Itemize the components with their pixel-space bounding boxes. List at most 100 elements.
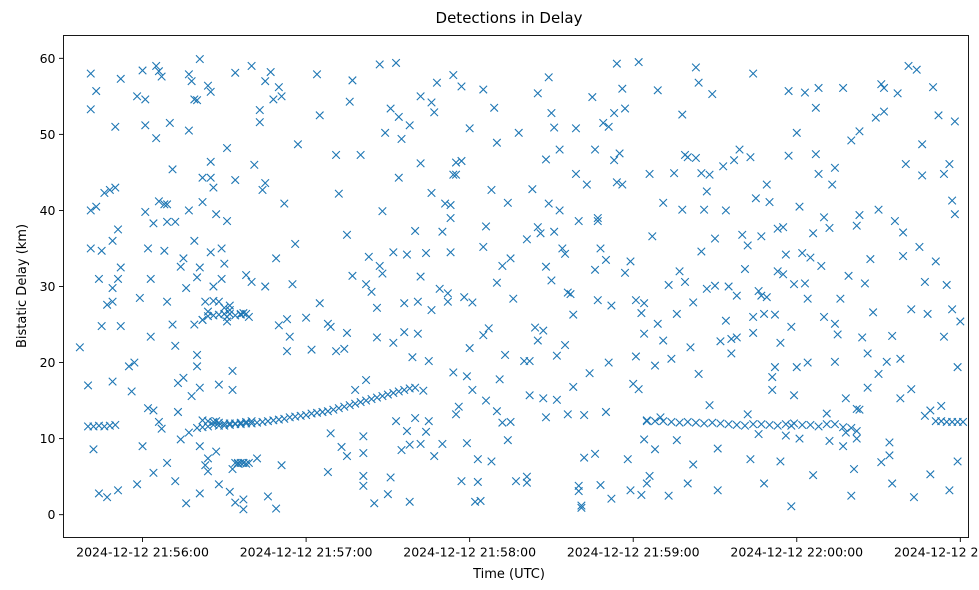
- data-point: [928, 83, 938, 92]
- data-point: [427, 188, 436, 198]
- data-point: [787, 502, 796, 511]
- data-point: [590, 265, 600, 274]
- data-point: [389, 338, 398, 347]
- data-point: [241, 459, 251, 468]
- data-point: [885, 438, 894, 447]
- data-point: [449, 70, 458, 80]
- data-point: [604, 122, 613, 131]
- data-point: [162, 200, 172, 209]
- data-point: [675, 267, 684, 276]
- data-point: [430, 451, 439, 461]
- data-point: [896, 394, 905, 403]
- data-point: [192, 350, 202, 360]
- data-point: [541, 262, 551, 271]
- data-point: [179, 254, 188, 263]
- data-point: [195, 442, 204, 451]
- data-point: [675, 418, 684, 427]
- data-point: [481, 222, 491, 231]
- data-point: [113, 225, 123, 234]
- data-point: [778, 270, 788, 279]
- data-point: [457, 82, 466, 91]
- data-point: [683, 479, 692, 488]
- data-point: [893, 89, 902, 98]
- data-point: [203, 454, 213, 463]
- data-point: [713, 486, 722, 495]
- data-point: [585, 369, 594, 378]
- data-point: [405, 440, 414, 449]
- data-point: [329, 405, 338, 414]
- data-point: [277, 461, 286, 470]
- data-point: [923, 309, 932, 319]
- data-point: [255, 105, 264, 115]
- data-point: [607, 301, 616, 310]
- data-point: [443, 289, 453, 298]
- data-point: [947, 196, 957, 205]
- data-point: [773, 421, 782, 430]
- data-point: [784, 151, 793, 160]
- data-point: [413, 297, 423, 306]
- data-point: [359, 471, 368, 481]
- data-point: [247, 416, 256, 426]
- data-point: [410, 413, 420, 423]
- data-point: [157, 424, 166, 433]
- data-point: [593, 296, 602, 305]
- data-point: [75, 343, 85, 352]
- data-point: [762, 180, 771, 189]
- data-point: [386, 473, 395, 482]
- data-point: [350, 385, 360, 395]
- data-point: [579, 453, 589, 462]
- data-point: [699, 205, 709, 214]
- data-point: [710, 281, 720, 290]
- data-point: [195, 263, 204, 272]
- data-point: [874, 369, 883, 379]
- data-point: [882, 357, 891, 366]
- data-point: [506, 417, 515, 427]
- data-point: [814, 422, 823, 431]
- data-point: [214, 380, 224, 389]
- data-point: [503, 198, 513, 208]
- data-point: [326, 429, 335, 438]
- data-point: [190, 236, 199, 246]
- data-point: [247, 277, 256, 287]
- data-point: [863, 383, 872, 392]
- data-point: [759, 309, 769, 319]
- data-point: [97, 246, 106, 255]
- data-point: [702, 284, 712, 293]
- data-point: [958, 417, 968, 427]
- data-point: [956, 317, 965, 326]
- data-point: [397, 134, 406, 144]
- data-point: [522, 478, 532, 487]
- data-point: [342, 328, 352, 338]
- data-point: [953, 362, 962, 372]
- data-point: [203, 81, 213, 90]
- data-point: [659, 416, 668, 426]
- data-point: [637, 308, 646, 318]
- data-point: [533, 222, 542, 232]
- data-point: [269, 95, 278, 104]
- data-point: [416, 92, 425, 101]
- data-point: [588, 92, 597, 102]
- data-point: [301, 410, 311, 420]
- data-point: [814, 83, 823, 93]
- data-point: [222, 143, 232, 153]
- data-point: [751, 194, 761, 203]
- data-point: [331, 346, 341, 356]
- data-point: [830, 357, 840, 366]
- data-point: [871, 113, 881, 122]
- data-point: [345, 97, 354, 106]
- data-point: [222, 317, 232, 326]
- data-point: [162, 458, 172, 468]
- data-point: [667, 417, 676, 427]
- data-point: [683, 417, 692, 427]
- data-point: [146, 274, 155, 284]
- data-point: [378, 207, 387, 216]
- data-point: [642, 479, 652, 488]
- data-point: [143, 244, 153, 253]
- data-point: [877, 79, 886, 89]
- data-point: [402, 250, 412, 259]
- data-point: [634, 57, 643, 67]
- data-point: [86, 206, 95, 215]
- data-point: [154, 67, 164, 76]
- data-point: [901, 159, 910, 169]
- data-point: [135, 293, 145, 303]
